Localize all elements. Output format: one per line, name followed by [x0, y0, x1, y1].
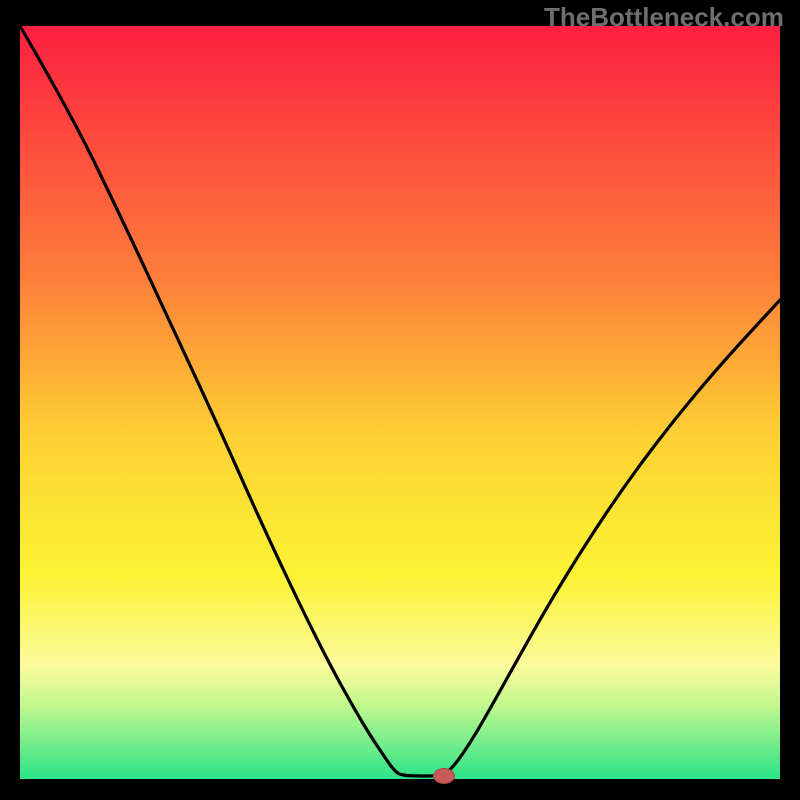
optimal-point-marker — [433, 768, 455, 784]
curve-path — [20, 26, 780, 776]
bottleneck-curve — [0, 0, 800, 800]
